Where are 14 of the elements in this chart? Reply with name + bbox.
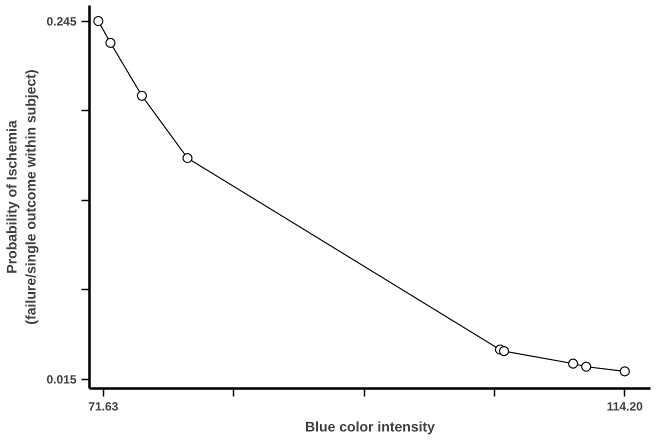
point xyxy=(93,16,104,26)
point xyxy=(568,358,578,369)
point xyxy=(581,362,592,372)
point xyxy=(498,346,510,356)
x-axis-title: Blue color intensity xyxy=(305,418,436,434)
point xyxy=(105,38,116,48)
point xyxy=(182,152,193,164)
x-tick-label: 114.20 xyxy=(606,400,644,414)
point xyxy=(620,366,630,376)
point xyxy=(136,90,148,101)
y-tick-label: 0.015 xyxy=(46,372,77,387)
y-axis-title: Probability of Ischemia (failure/single outcome within subject) xyxy=(3,69,38,325)
y-tick-label: 0.245 xyxy=(46,14,77,29)
x-tick-label: 71.63 xyxy=(88,400,119,414)
